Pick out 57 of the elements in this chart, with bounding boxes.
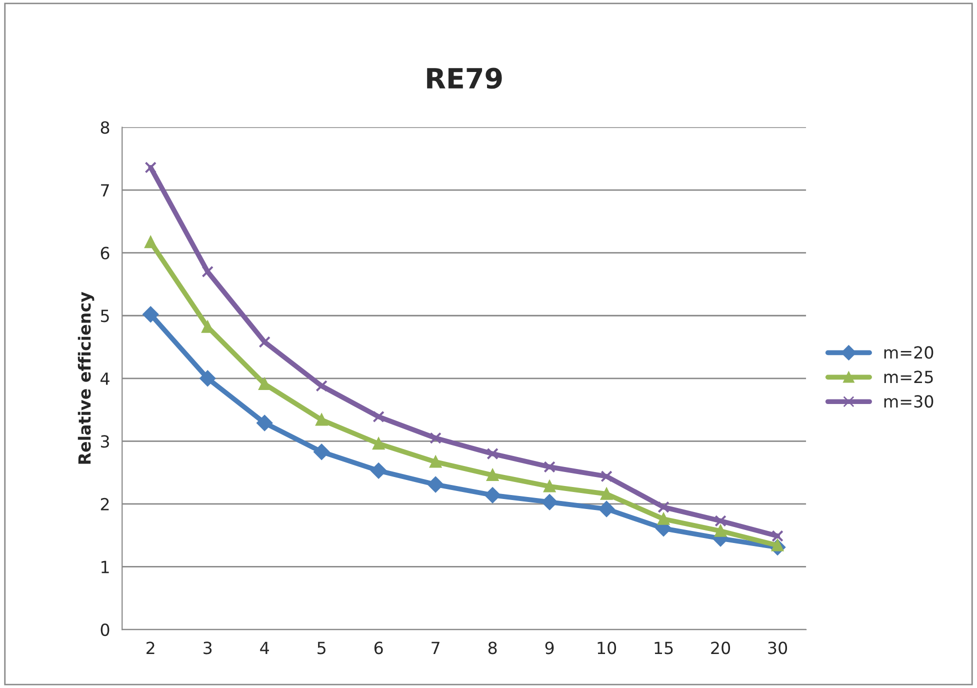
point bbox=[144, 236, 157, 248]
point bbox=[484, 487, 500, 504]
y-tick-label: 6 bbox=[100, 246, 110, 260]
point bbox=[142, 306, 159, 322]
x-tick-label: 10 bbox=[598, 642, 616, 654]
point bbox=[714, 515, 726, 527]
point bbox=[486, 469, 498, 481]
point bbox=[658, 501, 670, 514]
y-tick-label: 3 bbox=[100, 435, 109, 448]
x-tick-label: 6 bbox=[374, 642, 383, 654]
point bbox=[200, 370, 216, 386]
point bbox=[430, 432, 442, 444]
x-tick-label: 9 bbox=[545, 642, 554, 654]
x-tick-label: 5 bbox=[318, 642, 326, 654]
x-tick-label: 15 bbox=[654, 642, 673, 654]
y-tick-label: 7 bbox=[101, 184, 109, 196]
point bbox=[544, 480, 556, 492]
point bbox=[598, 501, 614, 517]
point bbox=[658, 513, 670, 525]
y-axis-title: Relative efficiency bbox=[78, 292, 94, 464]
x-tick-label: 7 bbox=[432, 642, 440, 654]
point bbox=[714, 525, 726, 537]
point bbox=[144, 162, 157, 174]
x-tick-label: 30 bbox=[768, 642, 788, 654]
point bbox=[486, 448, 498, 460]
point bbox=[202, 266, 214, 278]
legend-label: m=20 bbox=[884, 346, 934, 359]
y-tick-label: 4 bbox=[100, 372, 110, 385]
point bbox=[428, 476, 444, 492]
point bbox=[256, 415, 273, 431]
legend-label: m=25 bbox=[884, 370, 933, 384]
y-tick-label: 0 bbox=[100, 623, 110, 636]
point bbox=[258, 378, 271, 390]
y-tick-label: 8 bbox=[100, 121, 110, 134]
x-tick-label: 3 bbox=[204, 642, 212, 654]
point bbox=[544, 461, 556, 473]
y-tick-label: 1 bbox=[102, 560, 109, 574]
x-tick-label: 20 bbox=[711, 642, 730, 654]
point bbox=[542, 494, 558, 510]
point bbox=[370, 462, 387, 479]
point bbox=[258, 336, 271, 348]
point bbox=[372, 438, 384, 450]
x-tick-label: 2 bbox=[146, 642, 154, 654]
point bbox=[316, 414, 328, 426]
x-tick-label: 8 bbox=[488, 642, 497, 654]
point bbox=[772, 530, 784, 542]
point bbox=[314, 444, 330, 460]
point bbox=[316, 380, 328, 392]
x-tick-label: 4 bbox=[260, 642, 269, 654]
point bbox=[600, 470, 612, 482]
legend-label: m=30 bbox=[884, 395, 934, 408]
y-tick-label: 5 bbox=[101, 310, 109, 322]
point bbox=[430, 456, 442, 468]
point bbox=[372, 410, 384, 423]
point bbox=[600, 488, 612, 500]
chart-title: RE79 bbox=[427, 68, 502, 89]
y-tick-label: 2 bbox=[100, 498, 109, 510]
